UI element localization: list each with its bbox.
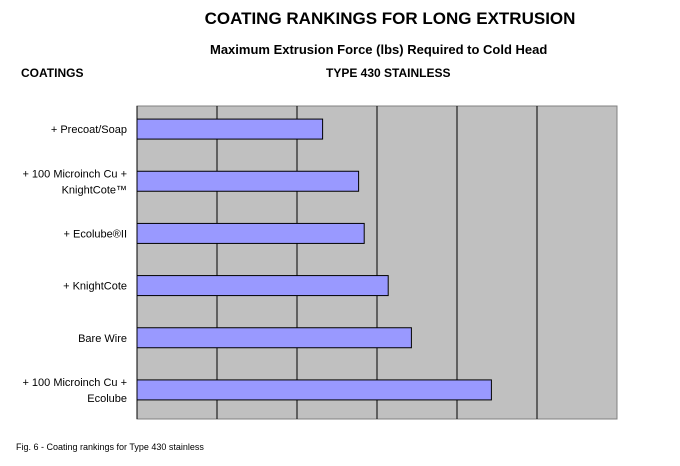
bar (136, 118, 324, 140)
category-label: + KnightCote (63, 281, 127, 293)
chart-title: COATING RANKINGS FOR LONG EXTRUSION (204, 9, 576, 28)
bar (136, 170, 360, 192)
bar (136, 379, 492, 401)
bar (136, 222, 365, 244)
bar (136, 327, 412, 349)
category-label-line: + 100 Microinch Cu + (22, 168, 127, 180)
category-label-line: Ecolube (87, 393, 127, 405)
y-axis-label: COATINGS (21, 66, 84, 80)
category-label-line: + 100 Microinch Cu + (22, 377, 127, 389)
category-label-line: + KnightCote (63, 281, 127, 293)
figure-caption: Fig. 6 - Coating rankings for Type 430 s… (16, 442, 204, 452)
category-label: + Precoat/Soap (51, 124, 127, 136)
category-label-line: + Ecolube®II (64, 228, 127, 240)
category-label-line: Bare Wire (78, 333, 127, 345)
category-label-line: KnightCote™ (62, 184, 127, 196)
bar (136, 275, 389, 297)
category-label: + 100 Microinch Cu + Ecolube (22, 377, 127, 405)
category-label: + Ecolube®II (64, 228, 127, 240)
category-label-line: + Precoat/Soap (51, 124, 127, 136)
category-label: + 100 Microinch Cu + KnightCote™ (22, 168, 127, 196)
category-label: Bare Wire (78, 333, 127, 345)
chart-subtitle: Maximum Extrusion Force (lbs) Required t… (210, 42, 548, 57)
series-label: TYPE 430 STAINLESS (326, 66, 451, 80)
